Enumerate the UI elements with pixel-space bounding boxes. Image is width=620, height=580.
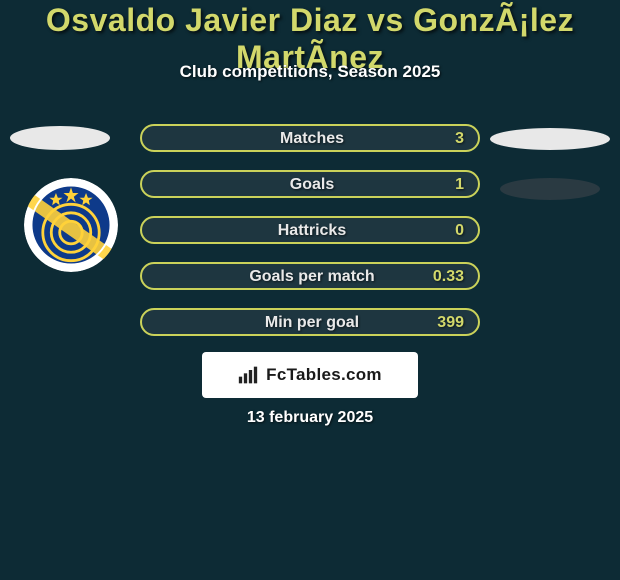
brand-link[interactable]: FcTables.com [202, 352, 418, 398]
stat-value: 0 [455, 222, 464, 240]
stat-label: Hattricks [142, 222, 482, 240]
stat-row: Goals per match0.33 [140, 262, 480, 290]
stat-row: Goals1 [140, 170, 480, 198]
player-right-ellipse-1 [490, 128, 610, 150]
stat-label: Min per goal [142, 314, 482, 332]
player-right-ellipse-2 [500, 178, 600, 200]
stat-value: 1 [455, 176, 464, 194]
brand-text: FcTables.com [266, 365, 382, 385]
stat-row: Hattricks0 [140, 216, 480, 244]
club-badge-svg [24, 178, 118, 272]
stat-row: Min per goal399 [140, 308, 480, 336]
stat-value: 3 [455, 130, 464, 148]
stat-label: Goals per match [142, 268, 482, 286]
stat-label: Matches [142, 130, 482, 148]
player-left-ellipse [10, 126, 110, 150]
stat-label: Goals [142, 176, 482, 194]
comparison-card: Osvaldo Javier Diaz vs GonzÃ¡lez MartÃ­n… [0, 0, 620, 580]
stat-row: Matches3 [140, 124, 480, 152]
club-badge [24, 178, 118, 272]
stat-value: 0.33 [433, 268, 464, 286]
card-date: 13 february 2025 [0, 409, 620, 427]
brand-bar-icon [238, 366, 258, 384]
stat-value: 399 [437, 314, 464, 332]
page-subtitle: Club competitions, Season 2025 [0, 62, 620, 82]
